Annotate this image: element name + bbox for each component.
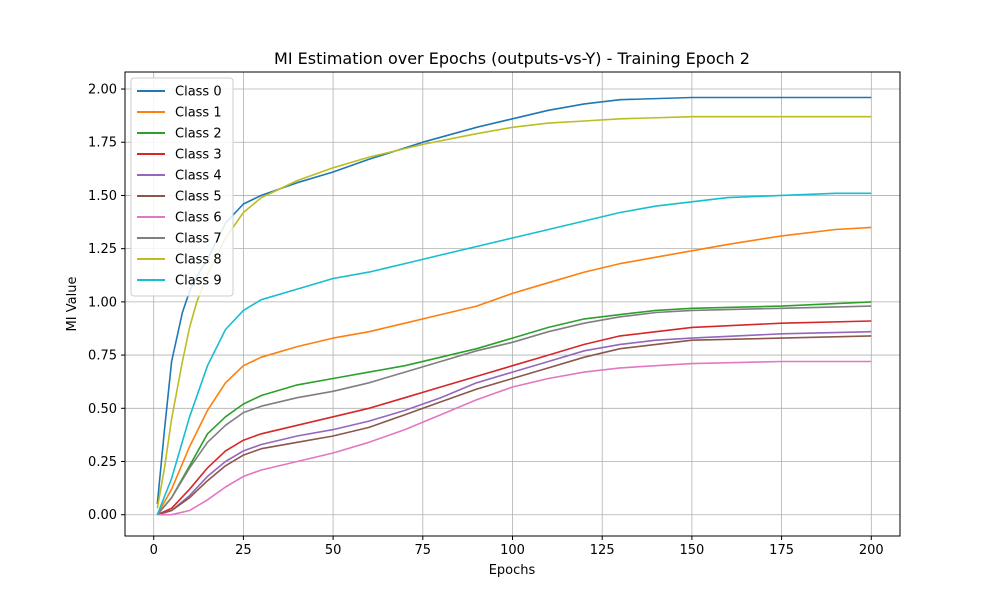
y-tick-label: 1.25 [88, 242, 117, 257]
x-axis-label: Epochs [489, 563, 536, 578]
y-tick-label: 0.75 [88, 349, 117, 364]
legend-label: Class 9 [175, 274, 222, 289]
series-line-class-3 [156, 320, 872, 516]
series-line-class-5 [157, 335, 872, 516]
x-tick-label: 125 [590, 543, 615, 558]
series-line-class-1 [156, 226, 872, 516]
x-tick-label: 75 [415, 543, 432, 558]
y-tick-label: 1.50 [88, 189, 117, 204]
legend-label: Class 8 [175, 253, 222, 268]
series-line-class-0 [156, 96, 872, 505]
y-tick-label: 0.50 [88, 402, 117, 417]
x-tick-label: 175 [769, 543, 794, 558]
legend-label: Class 1 [175, 106, 222, 121]
series-line-class-8 [156, 115, 872, 509]
series-line-class-4 [157, 330, 872, 516]
legend-label: Class 5 [175, 190, 222, 205]
x-tick-label: 0 [150, 543, 158, 558]
y-tick-label: 2.00 [88, 83, 117, 98]
grid [125, 72, 900, 536]
series-line-class-9 [156, 192, 872, 515]
x-tick-label: 50 [325, 543, 342, 558]
series-line-class-6 [157, 360, 872, 516]
x-tick-label: 150 [679, 543, 704, 558]
legend-label: Class 7 [175, 232, 222, 247]
legend-label: Class 3 [175, 148, 222, 163]
x-tick-label: 200 [859, 543, 884, 558]
series-lines [156, 96, 872, 516]
y-tick-label: 1.75 [88, 136, 117, 151]
y-tick-label: 0.00 [88, 508, 117, 523]
axis-ticks: 0 25 50 75 100 125 150 175 200 0.00 0.25 0.50 0.75 1.… [88, 83, 884, 558]
y-tick-label: 0.25 [88, 455, 117, 470]
series-line-class-2 [156, 301, 872, 516]
legend: Class 0 Class 1 Class 2 Class 3 Class 4 Class… [130, 77, 234, 297]
chart-title: MI Estimation over Epochs (outputs-vs-Y)… [274, 49, 750, 68]
legend-label: Class 0 [175, 85, 222, 100]
legend-label: Class 6 [175, 211, 222, 226]
legend-label: Class 2 [175, 127, 222, 142]
x-tick-label: 100 [500, 543, 525, 558]
y-axis-label: MI Value [65, 277, 80, 332]
x-tick-label: 25 [235, 543, 252, 558]
series-line-class-7 [156, 305, 872, 516]
y-tick-label: 1.00 [88, 295, 117, 310]
legend-label: Class 4 [175, 169, 222, 184]
